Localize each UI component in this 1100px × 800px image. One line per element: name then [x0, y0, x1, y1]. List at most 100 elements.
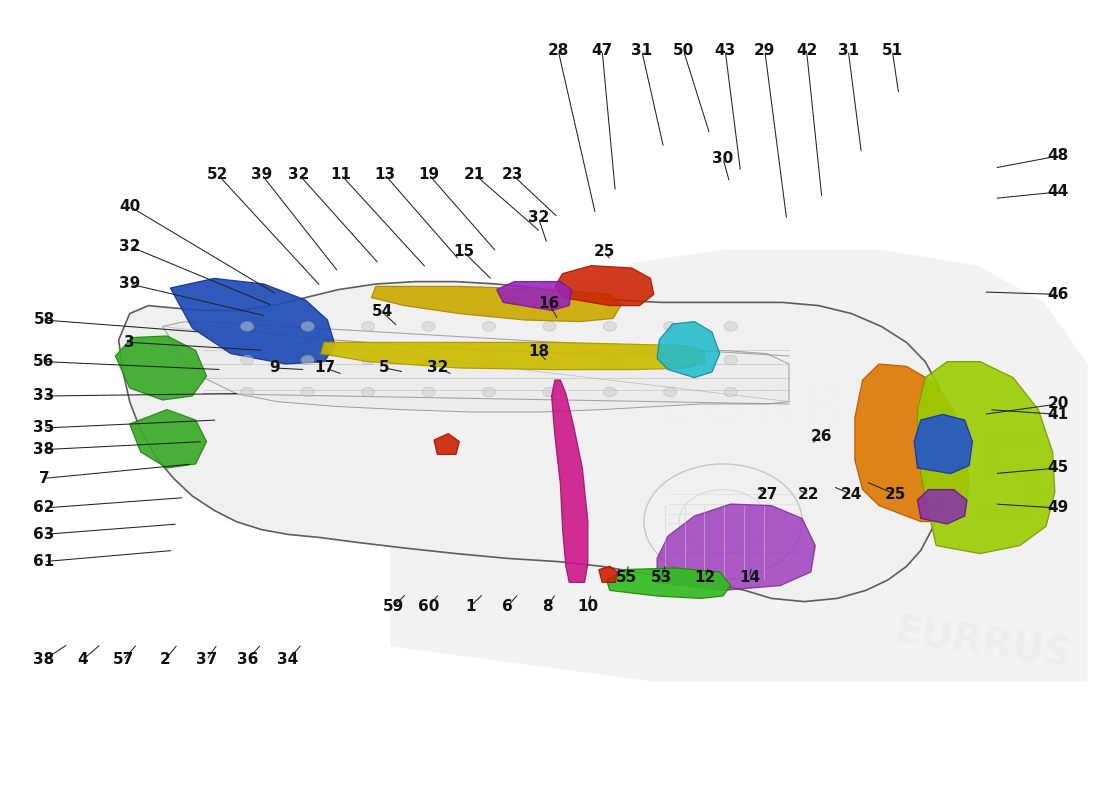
- Text: 11: 11: [330, 167, 351, 182]
- Text: 36: 36: [236, 653, 257, 667]
- Text: 28: 28: [548, 43, 569, 58]
- Polygon shape: [434, 434, 460, 454]
- Text: 41: 41: [1047, 407, 1069, 422]
- Text: 31: 31: [838, 43, 859, 58]
- Text: 53: 53: [651, 570, 672, 585]
- Circle shape: [542, 355, 556, 365]
- Text: EURRUS: EURRUS: [654, 377, 946, 439]
- Text: 34: 34: [277, 653, 298, 667]
- Text: 52: 52: [207, 167, 228, 182]
- Text: 29: 29: [755, 43, 775, 58]
- Text: 63: 63: [33, 527, 55, 542]
- Circle shape: [301, 387, 315, 397]
- Text: 50: 50: [673, 43, 694, 58]
- Polygon shape: [855, 364, 969, 522]
- Text: 55: 55: [616, 570, 637, 585]
- Text: 33: 33: [33, 389, 55, 403]
- Circle shape: [301, 322, 315, 331]
- Text: 17: 17: [315, 361, 336, 375]
- Text: 49: 49: [1047, 501, 1069, 515]
- Circle shape: [362, 355, 375, 365]
- Text: 44: 44: [1047, 185, 1069, 199]
- Polygon shape: [917, 362, 1055, 554]
- Circle shape: [663, 355, 676, 365]
- Text: 25: 25: [884, 487, 906, 502]
- Circle shape: [603, 355, 616, 365]
- Text: 37: 37: [196, 653, 217, 667]
- Polygon shape: [914, 414, 972, 474]
- Text: 4: 4: [77, 653, 88, 667]
- Text: 32: 32: [288, 167, 309, 182]
- Circle shape: [483, 355, 496, 365]
- Circle shape: [483, 322, 496, 331]
- Text: 39: 39: [251, 167, 272, 182]
- Text: 16: 16: [539, 297, 560, 311]
- Text: 58: 58: [33, 313, 55, 327]
- Text: 6: 6: [503, 599, 513, 614]
- Circle shape: [241, 322, 254, 331]
- Text: 8: 8: [542, 599, 552, 614]
- Text: 26: 26: [811, 429, 833, 443]
- Circle shape: [603, 322, 616, 331]
- Text: 47: 47: [592, 43, 613, 58]
- Text: 40: 40: [119, 199, 141, 214]
- Polygon shape: [497, 282, 571, 310]
- Polygon shape: [372, 286, 620, 322]
- Text: 14: 14: [739, 570, 760, 585]
- Polygon shape: [598, 566, 617, 582]
- Circle shape: [663, 322, 676, 331]
- Polygon shape: [170, 278, 336, 364]
- Text: 20: 20: [1047, 397, 1069, 411]
- Text: 7: 7: [39, 471, 50, 486]
- Text: 62: 62: [33, 501, 55, 515]
- Text: 32: 32: [528, 210, 549, 225]
- Polygon shape: [116, 336, 207, 400]
- Text: 18: 18: [528, 345, 549, 359]
- Circle shape: [362, 322, 375, 331]
- Circle shape: [724, 355, 737, 365]
- Polygon shape: [917, 490, 967, 524]
- Polygon shape: [130, 410, 207, 468]
- Text: 9: 9: [270, 361, 280, 375]
- Text: 24: 24: [840, 487, 862, 502]
- Polygon shape: [321, 342, 705, 370]
- Circle shape: [422, 322, 436, 331]
- Text: 31: 31: [631, 43, 652, 58]
- Text: 35: 35: [33, 421, 55, 435]
- Circle shape: [422, 355, 436, 365]
- Text: 38: 38: [33, 653, 55, 667]
- Text: 45: 45: [1047, 461, 1069, 475]
- Text: 59: 59: [383, 599, 404, 614]
- Text: 43: 43: [715, 43, 736, 58]
- Polygon shape: [657, 322, 719, 378]
- Text: 54: 54: [372, 305, 393, 319]
- Circle shape: [362, 387, 375, 397]
- Text: 13: 13: [374, 167, 395, 182]
- Text: 30: 30: [713, 151, 734, 166]
- Text: 39: 39: [119, 277, 141, 291]
- Text: 56: 56: [33, 354, 55, 369]
- Text: 48: 48: [1047, 149, 1069, 163]
- Circle shape: [724, 322, 737, 331]
- Polygon shape: [163, 322, 789, 412]
- Polygon shape: [606, 568, 730, 598]
- Text: 51: 51: [882, 43, 903, 58]
- Text: 42: 42: [795, 43, 817, 58]
- Circle shape: [663, 387, 676, 397]
- Circle shape: [241, 387, 254, 397]
- Text: 12: 12: [695, 570, 716, 585]
- Text: 27: 27: [757, 487, 778, 502]
- Text: 46: 46: [1047, 287, 1069, 302]
- Polygon shape: [390, 250, 1088, 682]
- Circle shape: [542, 387, 556, 397]
- Text: 5: 5: [379, 361, 389, 375]
- Text: 25: 25: [594, 245, 615, 259]
- Polygon shape: [554, 266, 653, 306]
- Text: 3: 3: [124, 335, 135, 350]
- Circle shape: [422, 387, 436, 397]
- Text: 22: 22: [798, 487, 820, 502]
- Circle shape: [542, 322, 556, 331]
- Text: 32: 32: [427, 361, 448, 375]
- Polygon shape: [551, 380, 587, 582]
- Text: 5: 5: [967, 427, 1055, 549]
